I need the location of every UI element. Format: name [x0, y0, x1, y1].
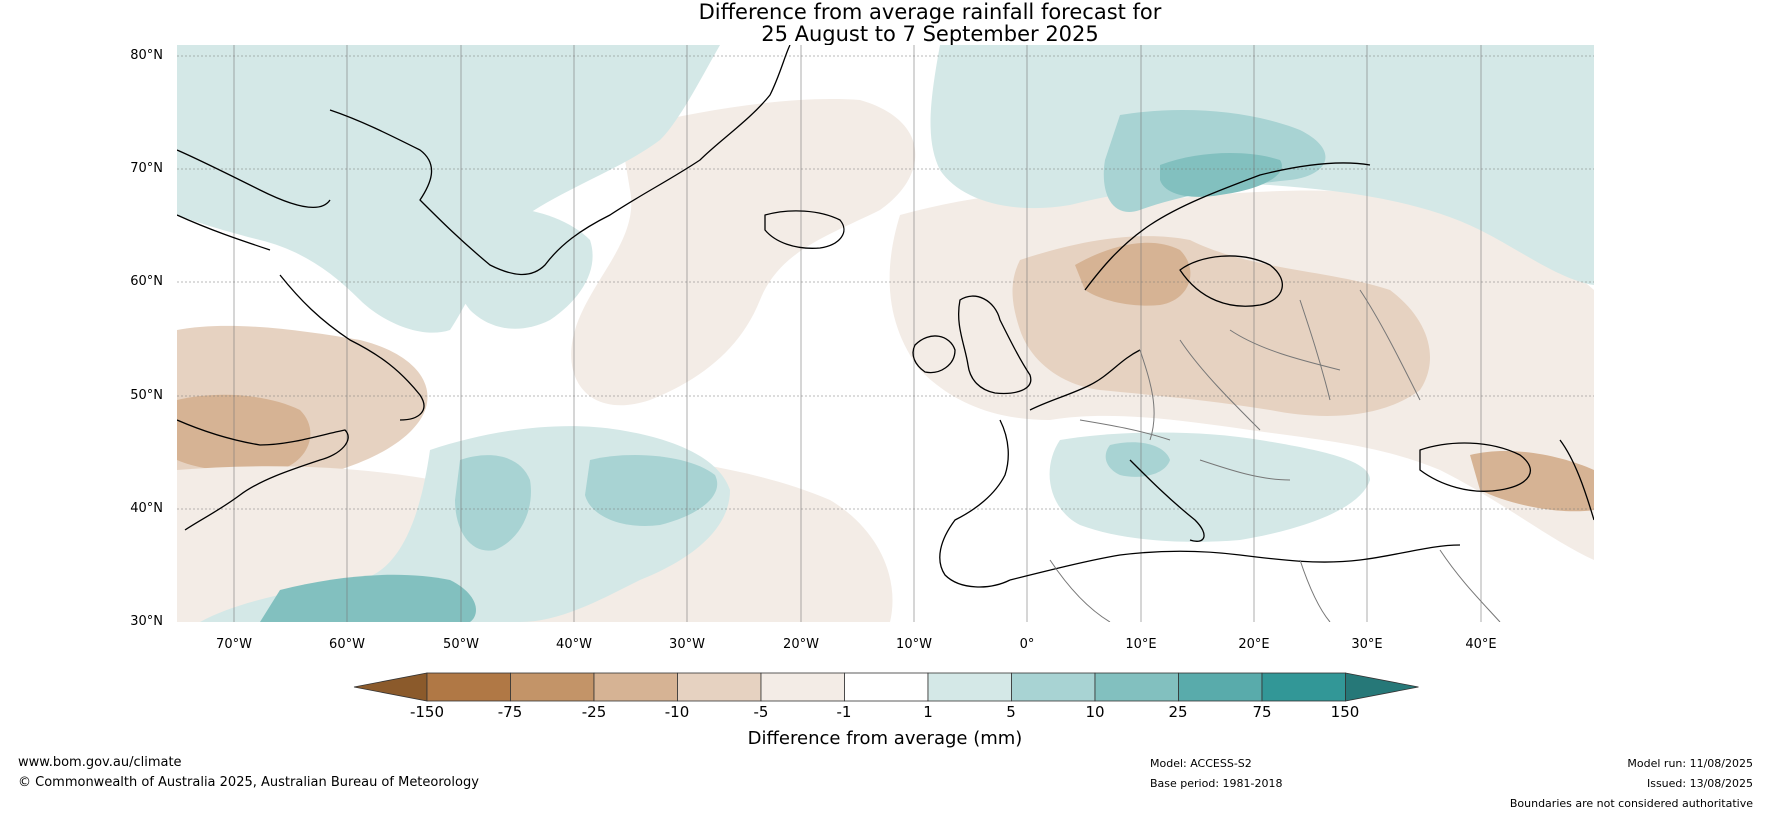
colorbar-extend-max — [1345, 672, 1419, 702]
copyright-text: © Commonwealth of Australia 2025, Austra… — [18, 775, 479, 790]
lon-label-50w: 50°W — [443, 637, 479, 652]
dry-region-atlantic — [571, 99, 916, 406]
colorbar-tick-label: -5 — [753, 703, 769, 721]
coastline-iceland — [764, 210, 845, 249]
dry-region-north-america-core — [177, 394, 311, 472]
dry-region-scandinavia — [1075, 242, 1191, 306]
coastline-caspian — [1559, 439, 1594, 521]
colorbar-segment — [593, 672, 678, 702]
wet-region-norway-coast — [1160, 153, 1282, 197]
lat-label-50n: 50°N — [130, 388, 163, 403]
model-run-date: Model run: 11/08/2025 — [1627, 757, 1753, 770]
coastline-nova-scotia — [177, 419, 349, 531]
colorbar-segment — [510, 672, 595, 702]
lon-label-40w: 40°W — [556, 637, 592, 652]
colorbar-segment — [1094, 672, 1179, 702]
colorbar-tick-label: -150 — [409, 703, 445, 721]
coastline-mediterranean — [1009, 544, 1461, 581]
lon-label-40e: 40°E — [1465, 637, 1497, 652]
wet-region-greenland-sea — [177, 45, 720, 333]
coastline-britain — [957, 295, 1032, 395]
map-title-line-2: 25 August to 7 September 2025 — [761, 22, 1099, 46]
coastline-ireland — [912, 335, 956, 374]
dry-anomaly-regions — [177, 99, 1594, 622]
colorbar-tick-label: 75 — [1252, 703, 1272, 721]
coastline-baltic — [1179, 255, 1283, 307]
graticule — [177, 45, 1594, 622]
colorbar-segment — [844, 672, 929, 702]
lon-label-20e: 20°E — [1238, 637, 1270, 652]
map-title-line-1: Difference from average rainfall forecas… — [698, 0, 1162, 24]
colorbar-segment — [426, 672, 511, 702]
coastline-greenland — [329, 45, 791, 276]
lat-label-60n: 60°N — [130, 274, 163, 289]
issued-date: Issued: 13/08/2025 — [1646, 777, 1753, 790]
colorbar-tick-label: -1 — [836, 703, 852, 721]
colorbar-tick-label: -10 — [664, 703, 690, 721]
colorbar-tick-label: 1 — [923, 703, 933, 721]
colorbar-label: Difference from average (mm) — [747, 728, 1023, 749]
coastline-norway — [1084, 162, 1371, 291]
colorbar-segment — [1011, 672, 1096, 702]
lat-label-80n: 80°N — [130, 48, 163, 63]
lon-label-10w: 10°W — [896, 637, 932, 652]
wet-region-subtropical-core — [455, 455, 531, 551]
wet-region-southwest — [260, 574, 476, 622]
colorbar — [353, 672, 1419, 702]
colorbar-segment — [1261, 672, 1346, 702]
wet-anomaly-regions — [177, 45, 1594, 622]
colorbar-tick-label: 10 — [1085, 703, 1105, 721]
lat-label-70n: 70°N — [130, 161, 163, 176]
lon-label-0: 0° — [1019, 637, 1035, 652]
dry-region-black-sea — [1470, 450, 1594, 512]
colorbar-segment — [1178, 672, 1263, 702]
lat-label-40n: 40°N — [130, 501, 163, 516]
lon-label-60w: 60°W — [329, 637, 365, 652]
coastlines — [177, 45, 1594, 588]
country-borders — [1049, 289, 1501, 622]
wet-region-adriatic — [1105, 442, 1170, 477]
website-link[interactable]: www.bom.gov.au/climate — [18, 755, 182, 770]
model-name: Model: ACCESS-S2 — [1150, 757, 1252, 770]
wet-region-labrador — [446, 206, 593, 329]
map-plot-area — [177, 45, 1594, 622]
coastline-western-europe — [939, 349, 1141, 588]
colorbar-tick-label: 150 — [1330, 703, 1360, 721]
lon-label-70w: 70°W — [216, 637, 252, 652]
colorbar-tick-label: 5 — [1006, 703, 1016, 721]
boundaries-disclaimer: Boundaries are not considered authoritat… — [1509, 797, 1753, 810]
coastline-canada-north — [177, 149, 331, 251]
colorbar-extend-min — [353, 672, 428, 702]
colorbar-segment — [760, 672, 845, 702]
colorbar-tick-label: -25 — [581, 703, 607, 721]
coastline-labrador — [279, 274, 425, 421]
colorbar-tick-label: -75 — [497, 703, 523, 721]
coastline-italy — [1129, 459, 1205, 542]
lon-label-30w: 30°W — [669, 637, 705, 652]
colorbar-segment — [927, 672, 1012, 702]
lon-label-10e: 10°E — [1125, 637, 1157, 652]
lon-label-30e: 30°E — [1351, 637, 1383, 652]
colorbar-segment — [677, 672, 762, 702]
coastline-black-sea — [1419, 442, 1532, 492]
lat-label-30n: 30°N — [130, 614, 163, 629]
lon-label-20w: 20°W — [783, 637, 819, 652]
base-period: Base period: 1981-2018 — [1150, 777, 1283, 790]
colorbar-tick-label: 25 — [1168, 703, 1188, 721]
wet-region-central-atlantic — [585, 455, 718, 526]
